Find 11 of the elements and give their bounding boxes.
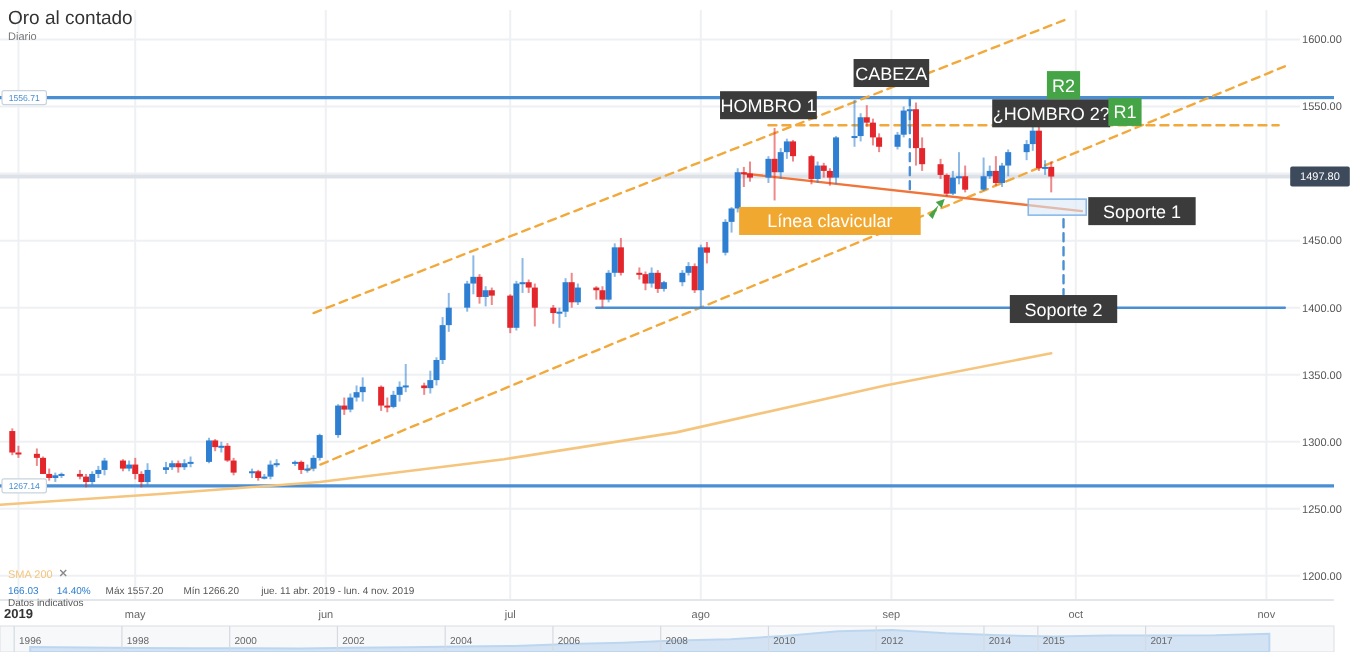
annotation: Línea clavicular: [767, 211, 893, 232]
line-series: [0, 351, 1053, 507]
annotation: HOMBRO 1: [720, 95, 817, 116]
annotation: R2: [1052, 75, 1076, 96]
annotation: R1: [1113, 102, 1137, 123]
annotation: ¿HOMBRO 2?: [992, 103, 1110, 124]
annotation: Soporte 1: [1102, 201, 1181, 222]
candlestick: [636, 266, 643, 281]
annotation: CABEZA: [855, 63, 928, 84]
annotation: Soporte 2: [1024, 299, 1103, 320]
chart-title: Oro al contado: [8, 8, 133, 30]
